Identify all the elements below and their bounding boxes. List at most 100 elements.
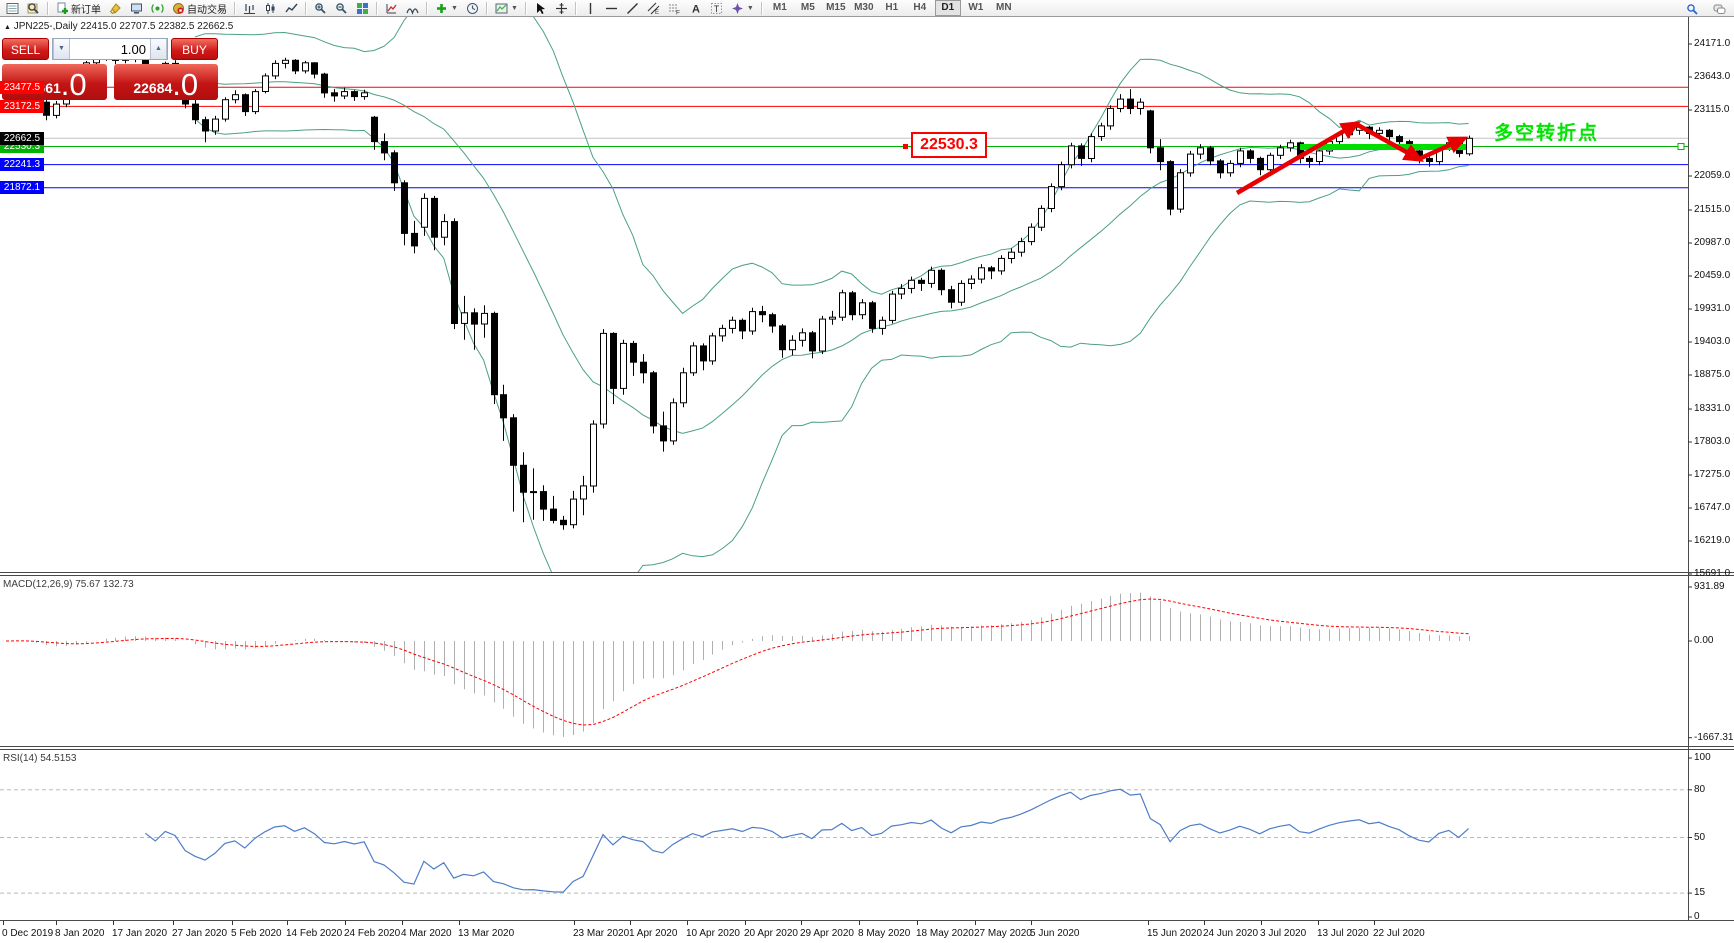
toolbar-market-watch-button[interactable] [2, 0, 23, 17]
price-tick-label: 21515.0 [1694, 204, 1731, 215]
zoom-out-icon [335, 2, 348, 15]
svg-text:A: A [692, 3, 700, 15]
timeframe-W1[interactable]: W1 [968, 2, 984, 13]
autotrading-icon [172, 2, 185, 15]
horizontal-line-icon [605, 2, 618, 15]
timeframe-MN[interactable]: MN [996, 2, 1012, 13]
toolbar-crosshair-button[interactable] [551, 0, 572, 17]
toolbar-chat-button[interactable] [1709, 1, 1730, 18]
timeframe-M15[interactable]: M15 [826, 2, 846, 13]
toolbar-separator [485, 1, 488, 15]
turning-point-text[interactable]: 多空转折点 [1494, 123, 1600, 144]
toolbar-trend-line-button[interactable] [622, 0, 643, 17]
toolbar-bars-chart-button[interactable] [239, 0, 260, 17]
timeframe-H1[interactable]: H1 [885, 2, 899, 13]
market-watch-icon [6, 2, 19, 15]
svg-text:T: T [714, 4, 720, 14]
line-chart-icon [285, 2, 298, 15]
toolbar-right-icons [1682, 1, 1730, 18]
toolbar-new-chart-button[interactable] [381, 0, 402, 17]
toolbar-add-indicator-button[interactable]: ▼ [431, 0, 462, 17]
price-tick-label: 15691.0 [1694, 568, 1731, 579]
sell-button[interactable]: SELL [2, 38, 49, 60]
toolbar-cursor-button[interactable] [530, 0, 551, 17]
tile-windows-icon [356, 2, 369, 15]
toolbar-signals-button[interactable] [147, 0, 168, 17]
line-selection-handle[interactable] [1677, 143, 1685, 151]
price-annotation-box[interactable]: 22530.3 [911, 132, 987, 158]
price-tick-label: 19931.0 [1694, 303, 1731, 314]
toolbar-separator [47, 1, 49, 15]
toolbar-separator [376, 1, 378, 15]
date-label: 24 Feb 2020 [344, 928, 401, 939]
date-label: 5 Jun 2020 [1030, 928, 1080, 939]
date-label: 27 Jan 2020 [172, 928, 228, 939]
rsi-tick-label: 100 [1694, 752, 1711, 763]
toolbar-search-button[interactable] [1682, 1, 1703, 18]
price-tick-label: 23643.0 [1694, 71, 1731, 82]
crosshair-icon [555, 2, 568, 15]
toolbar-cycles-button[interactable] [402, 0, 423, 17]
toolbar-arrow-tools-button[interactable]: ▼ [727, 0, 758, 17]
toolbar-templates-button[interactable]: ▼ [491, 0, 522, 17]
macd-indicator-label: MACD(12,26,9) 75.67 132.73 [3, 579, 134, 590]
rsi-line [144, 788, 1470, 893]
toolbar-button-label: 自动交易 [187, 4, 227, 16]
toolbar-zoom-in-button[interactable] [310, 0, 331, 17]
volume-input[interactable] [70, 39, 150, 59]
signals-icon [151, 2, 164, 15]
support-zone-bar[interactable] [1300, 144, 1466, 150]
toolbar-separator [524, 1, 527, 15]
timeframe-D1[interactable]: D1 [934, 0, 961, 16]
collapse-triangle-icon[interactable]: ▲ [4, 24, 11, 31]
one-click-trading-panel: SELL ▼ ▲ BUY 22661.0 22684.0 [2, 38, 218, 100]
buy-button[interactable]: BUY [171, 38, 218, 60]
price-level-chip: 23477.5 [0, 81, 44, 94]
toolbar-navigator-button[interactable] [23, 0, 44, 17]
toolbar-period-clock-button[interactable] [462, 0, 483, 17]
price-level-chip: 21872.1 [0, 181, 44, 194]
date-label: 14 Feb 2020 [286, 928, 343, 939]
volume-up-icon[interactable]: ▲ [150, 39, 167, 59]
toolbar-fibonacci-button[interactable]: F [664, 0, 685, 17]
toolbar-terminal-button[interactable] [126, 0, 147, 17]
macd-tick-label: -1667.31 [1694, 731, 1734, 743]
toolbar-line-chart-button[interactable] [281, 0, 302, 17]
toolbar-horizontal-line-button[interactable] [601, 0, 622, 17]
volume-down-icon[interactable]: ▼ [53, 39, 70, 59]
price-level-chip: 22241.3 [0, 158, 44, 171]
sell-price-decimal: .0 [60, 67, 87, 102]
toolbar-styles-button[interactable] [105, 0, 126, 17]
toolbar-vertical-line-button[interactable] [580, 0, 601, 17]
annotation-anchor[interactable] [903, 144, 908, 149]
timeframe-M1[interactable]: M1 [772, 2, 787, 13]
terminal-icon [130, 2, 143, 15]
price-tick-label: 20987.0 [1694, 237, 1731, 248]
trend-arrows[interactable] [1235, 121, 1469, 195]
buy-price-display[interactable]: 22684.0 [113, 64, 218, 100]
toolbar-text-button[interactable]: A [685, 0, 706, 17]
timeframe-H4[interactable]: H4 [913, 2, 927, 13]
toolbar-candles-chart-button[interactable] [260, 0, 281, 17]
macd-tick-label: 0.00 [1694, 635, 1714, 646]
timeframe-M30[interactable]: M30 [854, 2, 874, 13]
buy-price-main: 22684 [133, 80, 173, 96]
price-tick-label: 22059.0 [1694, 170, 1731, 181]
toolbar-tile-windows-button[interactable] [352, 0, 373, 17]
toolbar-zoom-out-button[interactable] [331, 0, 352, 17]
toolbar-autotrading-button[interactable]: 自动交易 [168, 0, 231, 17]
volume-stepper: ▼ ▲ [52, 38, 168, 60]
toolbar-text-label-button[interactable]: T [706, 0, 727, 17]
toolbar-separator [760, 1, 763, 15]
macd-signal-line [5, 598, 1469, 726]
date-label: 17 Jan 2020 [112, 928, 168, 939]
price-tick-label: 16219.0 [1694, 535, 1731, 546]
toolbar-channel-button[interactable]: E [643, 0, 664, 17]
toolbar-new-order-button[interactable]: 新订单 [52, 0, 105, 17]
timeframe-M5[interactable]: M5 [800, 2, 815, 13]
date-label: 24 Jun 2020 [1203, 928, 1259, 939]
chevron-down-icon: ▼ [746, 4, 754, 12]
fibonacci-icon: F [668, 2, 681, 15]
